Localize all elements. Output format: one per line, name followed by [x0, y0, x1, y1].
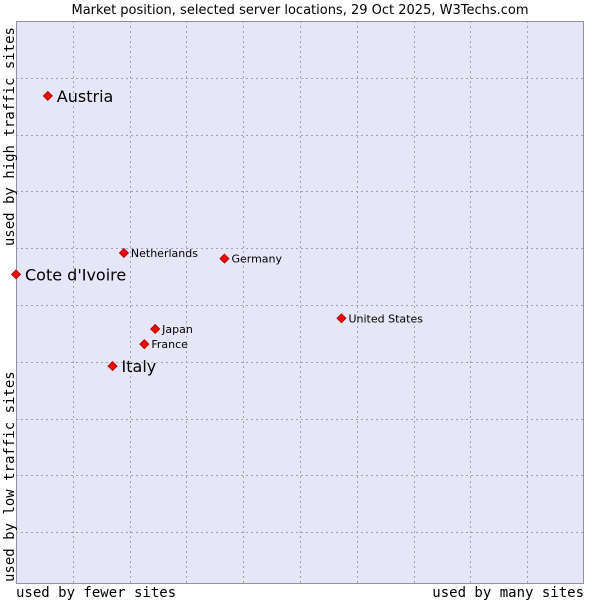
point-austria: Austria — [42, 87, 114, 106]
point-france: France — [139, 338, 188, 351]
y-axis-label-low: used by low traffic sites — [2, 371, 18, 582]
point-marker-france — [139, 339, 150, 350]
plot-border — [16, 21, 584, 584]
point-japan: Japan — [150, 323, 193, 336]
point-label-united-states: United States — [348, 312, 423, 325]
point-label-germany: Germany — [231, 253, 282, 266]
point-label-netherlands: Netherlands — [131, 247, 198, 260]
point-label-austria: Austria — [57, 87, 114, 106]
point-marker-cote-d-ivoire — [10, 269, 22, 280]
chart-title: Market position, selected server locatio… — [71, 3, 528, 18]
point-marker-germany — [219, 253, 230, 264]
point-marker-netherlands — [118, 247, 129, 259]
point-label-france: France — [151, 338, 188, 351]
point-marker-united-states — [336, 313, 347, 324]
point-label-cote-d-ivoire: Cote d'Ivoire — [25, 265, 126, 284]
grid-lines — [16, 21, 584, 584]
point-united-states: United States — [336, 312, 423, 325]
point-cote-d-ivoire: Cote d'Ivoire — [10, 265, 126, 284]
x-axis-label-low: used by fewer sites — [16, 585, 176, 600]
point-italy: Italy — [107, 357, 157, 376]
x-axis-label-high: used by many sites — [432, 585, 584, 600]
point-germany: Germany — [219, 253, 283, 266]
point-netherlands: Netherlands — [118, 247, 198, 260]
point-label-japan: Japan — [161, 323, 193, 336]
y-axis-label-high: used by high traffic sites — [2, 27, 18, 246]
point-label-italy: Italy — [122, 357, 157, 376]
data-points: Austria Cote d'Ivoire Italy Netherlands Germ… — [10, 87, 423, 376]
point-marker-austria — [42, 90, 53, 101]
point-marker-japan — [150, 323, 161, 335]
point-marker-italy — [107, 361, 118, 372]
